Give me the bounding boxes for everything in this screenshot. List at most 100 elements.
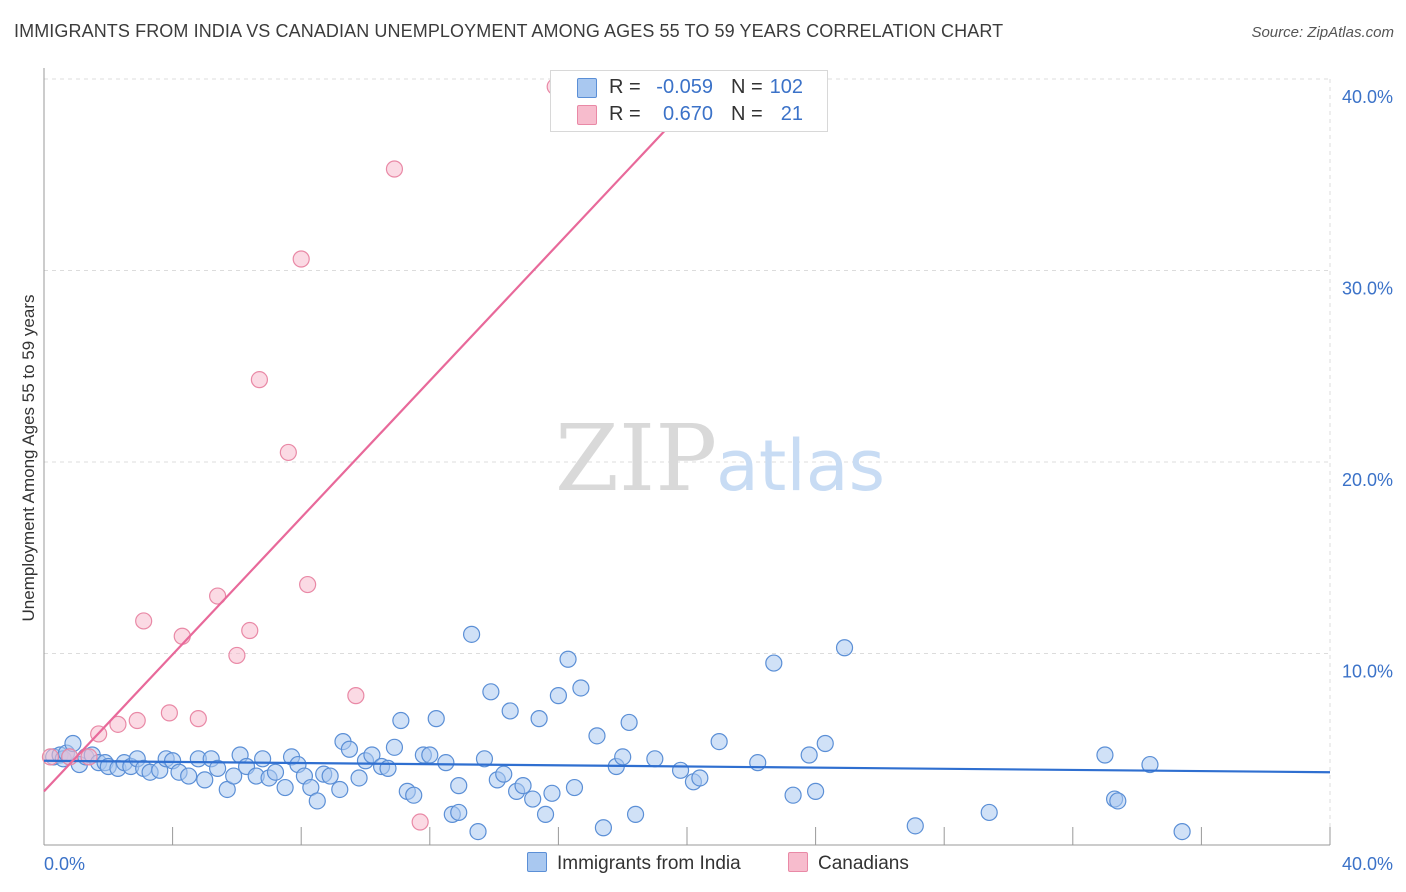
india-point <box>225 767 243 785</box>
india-point <box>209 759 227 778</box>
correlation-legend: R = -0.059 N = 102 R = 0.670 N = 21 <box>550 70 828 132</box>
y-tick-label: 30.0% <box>1342 279 1393 299</box>
chart-title: IMMIGRANTS FROM INDIA VS CANADIAN UNEMPL… <box>14 21 1004 41</box>
india-point <box>475 750 494 768</box>
india-point <box>800 746 818 764</box>
canada-point <box>128 711 146 730</box>
source-credit: Source: ZipAtlas.com <box>1251 24 1394 41</box>
watermark-zip: ZIP <box>555 405 717 512</box>
india-point <box>536 805 555 823</box>
india-point <box>482 683 500 701</box>
india-point <box>594 819 613 837</box>
india-point <box>350 769 368 787</box>
y-tick-label: 20.0% <box>1342 470 1393 490</box>
india-point <box>543 784 561 802</box>
india-point <box>196 771 214 789</box>
india-point <box>1109 792 1127 810</box>
india-point <box>1141 755 1159 774</box>
legend-swatch-india <box>527 852 547 872</box>
legend-n-label: N = <box>731 76 763 98</box>
legend-item-india: Immigrants from India <box>527 852 741 875</box>
india-point <box>549 687 568 705</box>
india-point <box>614 748 632 766</box>
y-axis-label: Unemployment Among Ages 55 to 59 years <box>19 295 38 622</box>
canada-point <box>41 748 60 766</box>
legend-swatch-canada <box>577 105 597 125</box>
watermark-atlas: atlas <box>716 425 885 507</box>
india-point <box>180 767 198 785</box>
india-point <box>710 732 728 751</box>
canada-point <box>292 250 310 268</box>
canada-point <box>189 710 207 728</box>
india-point <box>1096 746 1114 764</box>
y-tick-label: 10.0% <box>1342 662 1393 682</box>
trend-lines <box>43 116 1331 793</box>
india-point <box>559 650 577 668</box>
india-point <box>626 805 645 823</box>
canada-point <box>160 704 178 722</box>
india-point <box>421 746 439 764</box>
canada-point <box>80 748 98 766</box>
tick-labels: 10.0% 20.0% 30.0% 40.0% 0.0% 40.0% <box>44 87 1393 874</box>
canada-point <box>209 587 227 605</box>
india-point <box>427 710 445 728</box>
x-tick-label: 40.0% <box>1342 854 1393 874</box>
india-point <box>765 654 783 672</box>
india-point <box>524 790 542 808</box>
canada-point <box>109 715 127 733</box>
canada-point <box>299 575 317 594</box>
canada-point <box>279 443 297 462</box>
india-point <box>437 754 455 772</box>
india-point <box>308 792 326 810</box>
india-point <box>340 740 359 758</box>
india-point <box>806 782 825 800</box>
india-point <box>462 625 481 643</box>
india-point <box>405 786 423 804</box>
india-point <box>572 679 590 697</box>
india-point <box>392 711 410 730</box>
axes <box>43 68 1331 846</box>
india-point <box>835 639 854 657</box>
legend-n-label: N = <box>731 103 763 125</box>
india-point <box>784 786 802 804</box>
india-point <box>331 780 349 799</box>
india-point <box>1173 822 1191 841</box>
india-point <box>646 750 664 768</box>
legend-swatch-canada <box>788 852 808 872</box>
canada-point <box>411 813 429 831</box>
india-point <box>450 803 468 822</box>
india-point <box>501 702 519 720</box>
india-point <box>691 769 709 787</box>
india-point <box>530 710 548 728</box>
india-point <box>266 763 285 781</box>
india-point <box>816 734 834 753</box>
canada-point <box>173 627 191 645</box>
india-point <box>980 803 998 822</box>
canada-trend-line <box>43 116 679 793</box>
canada-point <box>241 621 259 640</box>
india-point <box>588 727 606 745</box>
x-tick-label: 0.0% <box>44 854 85 874</box>
india-point <box>450 777 468 795</box>
data-points <box>41 78 1191 841</box>
legend-n-value: 102 <box>769 76 803 98</box>
india-point <box>254 750 272 768</box>
india-point <box>385 738 404 756</box>
india-trend-line <box>43 759 1331 774</box>
legend-n-value: 21 <box>780 103 803 125</box>
canada-point <box>347 687 365 705</box>
canada-point <box>385 160 404 178</box>
legend-row-india: R = -0.059 N = 102 <box>551 75 827 101</box>
india-point <box>495 765 513 783</box>
legend-swatch-india <box>577 78 597 98</box>
watermark: ZIP atlas <box>555 405 885 512</box>
india-point <box>671 761 690 779</box>
legend-label-india: Immigrants from India <box>557 853 741 874</box>
legend-label-canada: Canadians <box>818 853 909 874</box>
y-tick-label: 40.0% <box>1342 87 1393 107</box>
legend-r-label: R = <box>609 103 641 125</box>
canada-point <box>135 612 153 630</box>
india-point <box>276 778 294 797</box>
india-point <box>565 778 584 797</box>
